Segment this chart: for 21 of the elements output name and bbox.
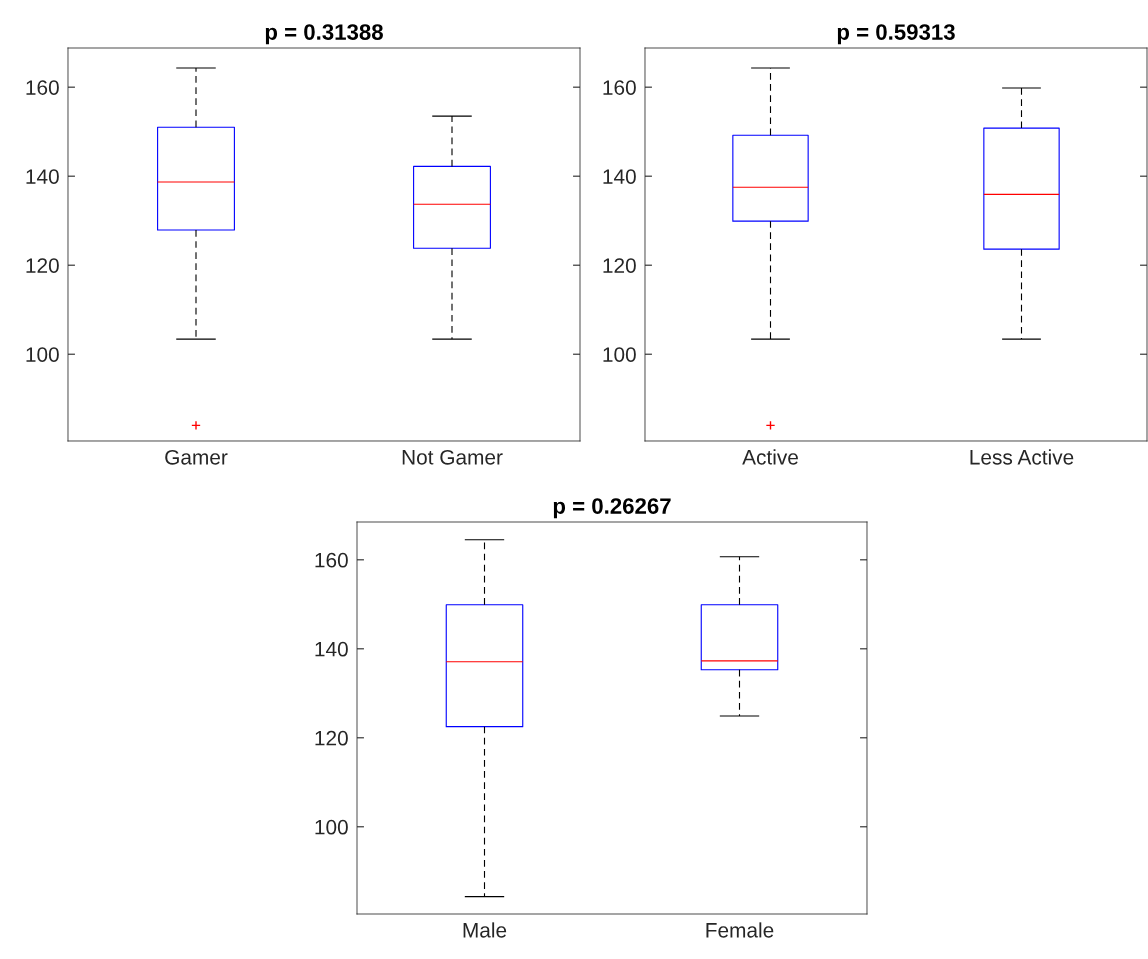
y-tick-label: 140 [603, 169, 636, 184]
y-tick-label: 100 [26, 347, 59, 362]
y-tick-label: 120 [315, 730, 348, 746]
y-tick-label: 140 [26, 169, 59, 184]
x-tick-label: Not Gamer [402, 449, 503, 465]
y-tick-label: 160 [26, 80, 59, 95]
y-tick-label: 140 [315, 641, 348, 657]
x-tick-label: Male [463, 922, 507, 938]
y-tick-label: 160 [603, 80, 636, 95]
chart-title: p = 0.31388 [265, 24, 383, 45]
x-tick-label: Gamer [165, 449, 228, 465]
x-tick-label: Female [706, 922, 774, 938]
chart-title: p = 0.59313 [837, 24, 955, 45]
chart-title: p = 0.26267 [553, 498, 671, 519]
x-tick-label: Less Active [970, 449, 1074, 465]
y-tick-label: 120 [603, 258, 636, 273]
y-tick-label: 100 [603, 347, 636, 362]
y-tick-label: 160 [315, 552, 348, 568]
y-tick-label: 120 [26, 258, 59, 273]
x-tick-label: Active [742, 449, 798, 465]
y-tick-label: 100 [315, 819, 348, 835]
